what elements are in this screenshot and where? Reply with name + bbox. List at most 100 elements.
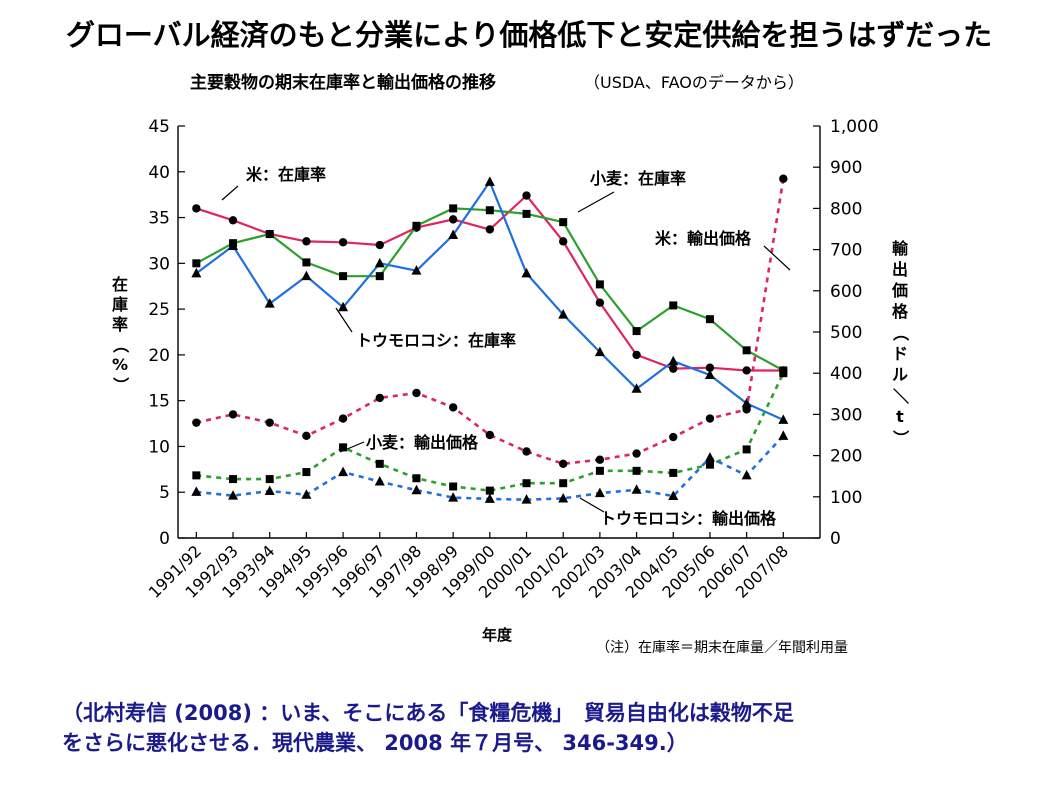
- axes: 0 5 10 15 20 25 30 35 40 45 0 100 200 300 400 500 600 700…: [111, 117, 910, 602]
- point-marker-triangle: [228, 490, 239, 500]
- point-marker-triangle: [374, 476, 385, 486]
- annotation-leader: [577, 191, 615, 213]
- chart-subtitle: （USDA、FAOのデータから）: [584, 73, 804, 92]
- point-marker-square: [632, 466, 641, 475]
- x-axis-title: 年度: [482, 626, 513, 644]
- y-tick-label-left: 20: [148, 346, 170, 366]
- point-marker-circle: [192, 418, 201, 427]
- point-marker-circle: [192, 204, 201, 213]
- point-marker-square: [192, 259, 201, 268]
- point-marker-triangle: [704, 452, 715, 462]
- point-marker-circle: [448, 215, 458, 224]
- point-marker-circle: [412, 388, 421, 398]
- point-marker-circle: [669, 364, 678, 373]
- axis-title-char: 出: [892, 260, 908, 279]
- point-marker-square: [595, 280, 604, 289]
- point-marker-square: [742, 346, 751, 355]
- point-marker-circle: [595, 455, 605, 464]
- y-tick-label-right: 700: [830, 241, 862, 261]
- point-marker-circle: [779, 174, 788, 183]
- axis-title-char: 庫: [112, 295, 128, 314]
- point-marker-square: [302, 468, 311, 477]
- point-marker-square: [779, 369, 788, 378]
- point-marker-triangle: [594, 487, 605, 498]
- y-tick-label-left: 30: [148, 254, 170, 274]
- axis-title-char: 格: [892, 302, 909, 321]
- y-tick-label-left: 35: [148, 209, 170, 229]
- point-marker-triangle: [338, 301, 349, 312]
- point-marker-square: [449, 482, 458, 491]
- point-marker-triangle: [668, 490, 679, 500]
- series-annotation: トウモロコシ：在庫率: [356, 331, 516, 350]
- point-marker-triangle: [448, 229, 459, 239]
- y-tick-label-left: 45: [148, 117, 170, 137]
- point-marker-triangle: [778, 414, 789, 424]
- citation-line-2: をさらに悪化させる．現代農業、 2008 年７月号、 346-349.）: [62, 731, 688, 755]
- point-marker-triangle: [704, 369, 715, 380]
- axis-title-char: 在: [112, 275, 128, 294]
- series-annotation: 小麦：輸出価格: [366, 433, 479, 452]
- y-tick-label-right: 0: [830, 529, 841, 549]
- y-tick-label-left: 0: [159, 529, 170, 549]
- point-marker-square: [559, 218, 568, 227]
- point-marker-circle: [265, 418, 274, 427]
- y-tick-label-right: 200: [830, 447, 862, 467]
- point-marker-circle: [485, 430, 495, 440]
- point-marker-triangle: [264, 485, 275, 496]
- point-marker-square: [742, 445, 751, 454]
- point-marker-square: [375, 272, 384, 281]
- point-marker-square: [669, 301, 678, 310]
- point-marker-square: [339, 443, 348, 452]
- series-annotation: 米：在庫率: [246, 165, 326, 184]
- annotation-leader: [579, 497, 605, 513]
- point-marker-circle: [522, 191, 531, 200]
- point-marker-triangle: [778, 430, 789, 440]
- point-marker-triangle: [338, 466, 349, 477]
- point-marker-circle: [595, 298, 605, 307]
- annotation-leader: [335, 307, 353, 333]
- y-tick-label-right: 100: [830, 488, 862, 508]
- point-marker-square: [632, 327, 641, 336]
- point-marker-circle: [559, 237, 568, 246]
- point-marker-triangle: [191, 267, 202, 278]
- point-marker-circle: [485, 225, 495, 234]
- point-marker-square: [302, 258, 311, 267]
- point-marker-square: [265, 475, 274, 484]
- point-marker-square: [485, 486, 494, 495]
- point-marker-circle: [742, 366, 751, 375]
- point-marker-circle: [742, 405, 751, 414]
- series-line-3: [196, 178, 785, 466]
- point-marker-square: [375, 459, 384, 468]
- y-tick-label-right: 400: [830, 364, 862, 384]
- point-marker-square: [559, 479, 568, 488]
- point-marker-square: [485, 206, 494, 215]
- point-marker-triangle: [558, 492, 569, 503]
- point-marker-circle: [705, 414, 715, 423]
- y-tick-label-left: 40: [148, 163, 170, 183]
- point-marker-square: [412, 221, 421, 230]
- citation: （北村寿信 (2008) ：いま、そこにある「食糧危機」 貿易自由化は穀物不足 …: [62, 698, 1022, 758]
- point-marker-circle: [632, 350, 641, 360]
- point-marker-triangle: [374, 257, 385, 268]
- point-marker-triangle: [594, 346, 605, 357]
- axis-title-char: 率: [112, 315, 128, 334]
- point-marker-square: [595, 466, 604, 475]
- point-marker-triangle: [411, 265, 422, 275]
- point-marker-triangle: [558, 309, 569, 319]
- point-marker-circle: [448, 403, 458, 412]
- point-marker-triangle: [301, 270, 312, 281]
- y-axis-title-right: 輸出価格 （ ドル ／ t ）: [891, 239, 910, 446]
- point-marker-square: [669, 468, 678, 477]
- point-marker-circle: [705, 363, 715, 372]
- series-annotation: 小麦：在庫率: [590, 169, 686, 188]
- axis-title-char: t: [896, 407, 904, 426]
- y-tick-label-left: 15: [148, 392, 170, 412]
- point-marker-square: [339, 272, 348, 281]
- point-marker-circle: [669, 432, 678, 442]
- axis-title-char: （: [891, 325, 910, 341]
- y-tick-label-left: 5: [159, 483, 170, 503]
- axis-title-char: 輸: [892, 239, 909, 258]
- point-marker-triangle: [668, 355, 679, 366]
- grain-stock-price-chart: 主要穀物の期末在庫率と輸出価格の推移 （USDA、FAOのデータから） 0 5 10…: [111, 72, 910, 656]
- y-tick-label-right: 800: [830, 199, 862, 219]
